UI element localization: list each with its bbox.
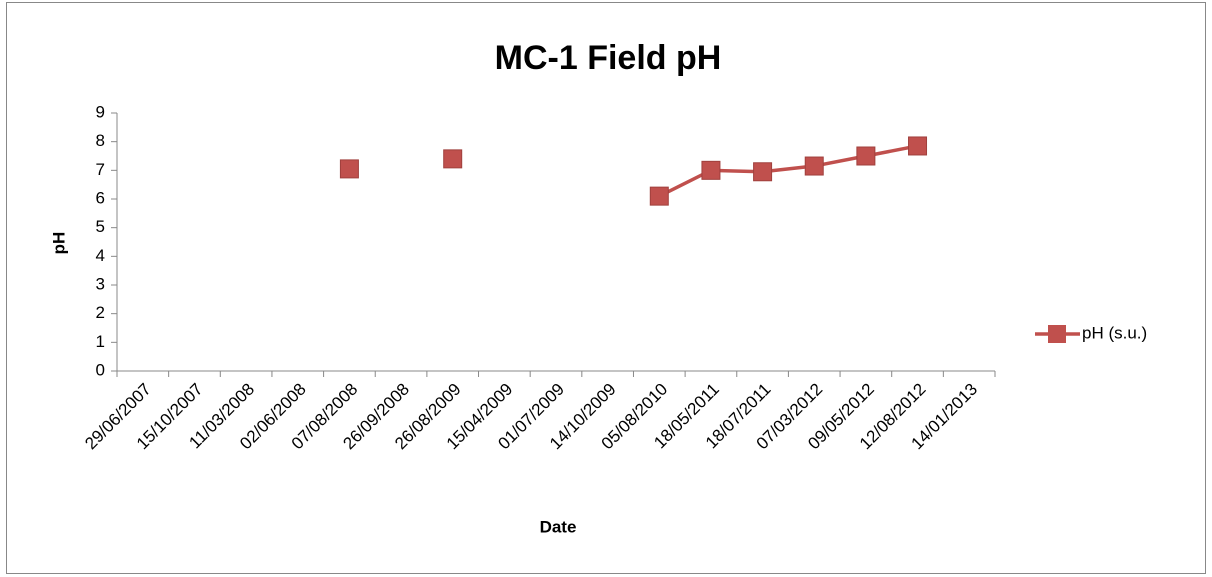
point-marker	[339, 159, 359, 179]
y-tick-label: 4	[96, 246, 105, 265]
point-marker	[649, 186, 669, 206]
chart-border	[6, 2, 1206, 574]
y-tick-label: 9	[96, 102, 105, 121]
y-tick-label: 7	[96, 160, 105, 179]
point-marker	[856, 146, 876, 166]
x-axis-title: Date	[540, 517, 577, 536]
legend-marker	[1048, 325, 1066, 343]
point-marker	[443, 149, 463, 169]
y-tick-label: 0	[96, 360, 105, 379]
y-tick-label: 1	[96, 332, 105, 351]
point-marker	[804, 156, 824, 176]
y-tick-label: 8	[96, 131, 105, 150]
chart-title: MC-1 Field pH	[495, 39, 722, 77]
point-marker	[701, 160, 721, 180]
y-tick-label: 6	[96, 188, 105, 207]
y-axis-title: pH	[49, 232, 68, 255]
point-marker	[753, 162, 773, 182]
y-tick-label: 3	[96, 274, 105, 293]
point-marker	[908, 136, 928, 156]
y-tick-label: 2	[96, 303, 105, 322]
legend-label: pH (s.u.)	[1082, 323, 1147, 342]
y-tick-label: 5	[96, 217, 105, 236]
